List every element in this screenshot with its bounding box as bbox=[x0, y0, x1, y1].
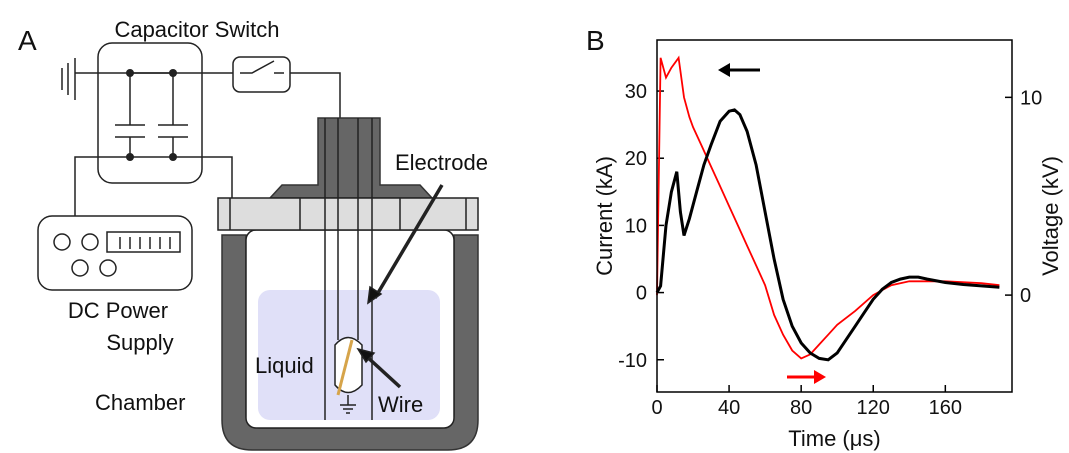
y2-tick-label: 10 bbox=[1020, 87, 1042, 109]
dial bbox=[81, 233, 99, 251]
panel-label: B bbox=[586, 25, 605, 56]
arrowhead bbox=[718, 63, 730, 77]
x-tick-label: 120 bbox=[857, 397, 890, 419]
y2-tick-label: 0 bbox=[1020, 285, 1031, 307]
x-tick-label: 40 bbox=[718, 397, 740, 419]
wires bbox=[74, 156, 233, 216]
arrow bbox=[363, 353, 402, 389]
chart: 0 40 80 120 160 -10 0 10 20 30 0 10 Time (μs) Current… bbox=[592, 39, 1063, 451]
meter-scale bbox=[119, 237, 171, 249]
wire-cell bbox=[334, 336, 363, 394]
meter bbox=[106, 231, 181, 253]
dial bbox=[71, 259, 89, 277]
wire bbox=[336, 339, 354, 396]
power-supply bbox=[37, 215, 193, 291]
label: Supply bbox=[106, 330, 173, 355]
y-tick-label: 20 bbox=[625, 148, 647, 170]
label: Wire bbox=[378, 392, 423, 417]
y-tick-label: 10 bbox=[625, 215, 647, 237]
y-tick-label: -10 bbox=[618, 350, 647, 372]
y-tick-label: 30 bbox=[625, 81, 647, 103]
plot-frame bbox=[656, 39, 1013, 393]
panel-label: A bbox=[18, 25, 37, 56]
y-axis-label: Current (kA) bbox=[592, 156, 617, 276]
x-tick-label: 0 bbox=[651, 397, 662, 419]
x-tick-label: 80 bbox=[790, 397, 812, 419]
x-tick-label: 160 bbox=[929, 397, 962, 419]
diagram bbox=[37, 42, 479, 451]
label: Electrode bbox=[395, 150, 488, 175]
switch-box bbox=[232, 56, 291, 93]
dial bbox=[99, 259, 117, 277]
lid bbox=[268, 117, 434, 199]
series-line bbox=[656, 55, 1000, 360]
ground-wire bbox=[61, 58, 341, 118]
label: Capacitor Switch bbox=[114, 17, 279, 42]
dial bbox=[53, 233, 71, 251]
arrow bbox=[373, 184, 444, 299]
label: Liquid bbox=[255, 353, 314, 378]
x-axis-label: Time (μs) bbox=[788, 426, 881, 451]
arrowhead bbox=[356, 347, 376, 364]
capacitor-box bbox=[97, 42, 203, 184]
y2-axis-label: Voltage (kV) bbox=[1038, 156, 1063, 276]
label: DC Power bbox=[68, 298, 168, 323]
switch bbox=[240, 60, 284, 74]
y-tick-label: 0 bbox=[636, 283, 647, 305]
ground bbox=[340, 395, 356, 414]
electrode-rod bbox=[324, 118, 373, 420]
capacitors bbox=[115, 72, 188, 158]
series-line bbox=[655, 108, 1000, 362]
label: Chamber bbox=[95, 390, 185, 415]
nodes bbox=[126, 69, 177, 161]
arrowhead bbox=[367, 285, 383, 305]
arrowhead bbox=[814, 370, 826, 384]
flange bbox=[217, 197, 479, 231]
bolts bbox=[229, 198, 467, 230]
